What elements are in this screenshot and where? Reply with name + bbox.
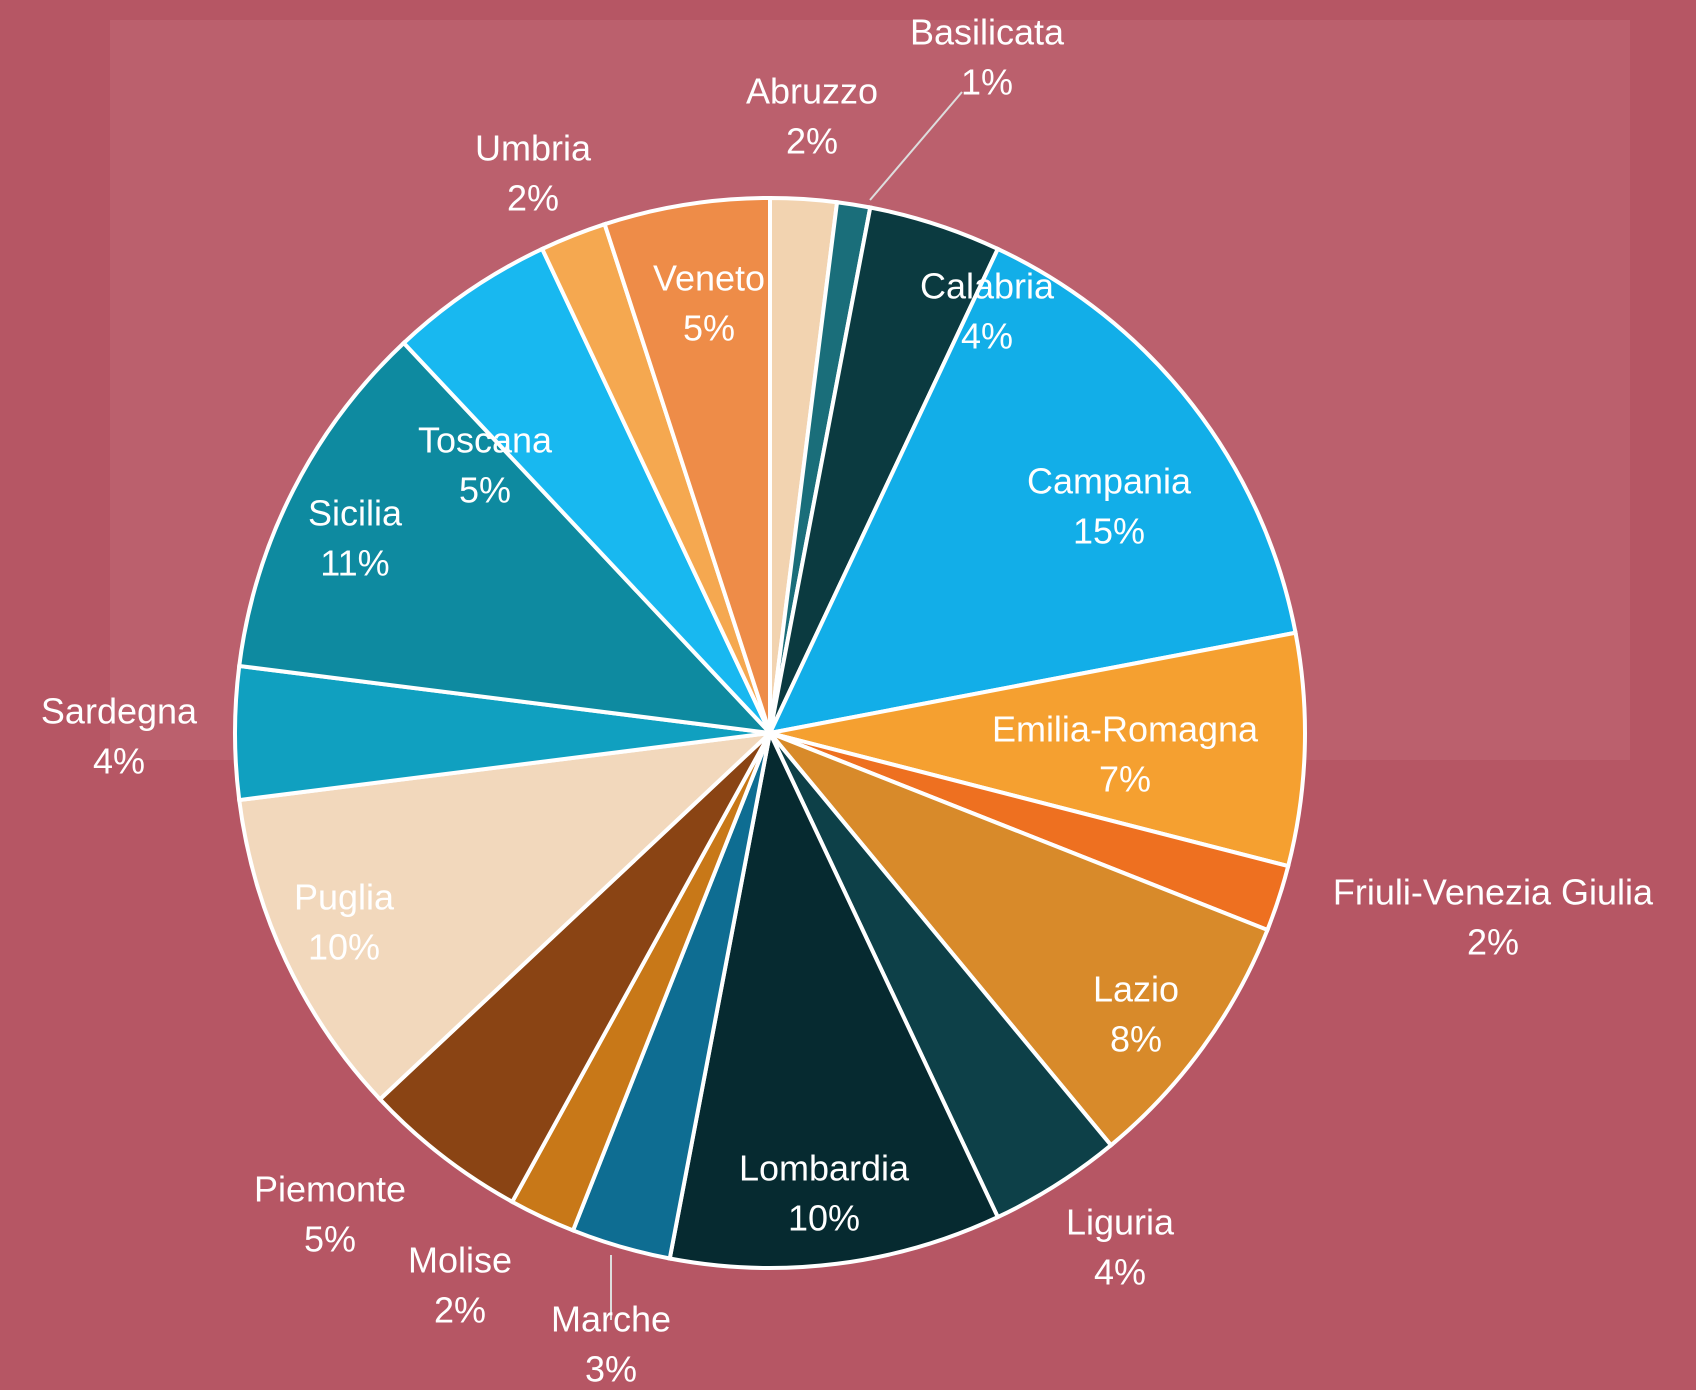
pie-slice [769,630,1307,869]
slice-label: Veneto [653,258,765,299]
pie-slice [602,195,772,734]
slice-value-label: 2% [786,121,838,162]
slice-value-label: 15% [1073,511,1145,552]
slice-label: Abruzzo [746,71,878,112]
slice-label: Umbria [475,128,592,169]
pie-slice [377,731,772,1205]
leader-line [869,91,963,201]
slice-label: Lazio [1093,969,1179,1010]
pie-slice [768,731,1271,1149]
slice-value-label: 10% [788,1198,860,1239]
slice-value-label: 5% [459,470,511,511]
slice-label: Lombardia [739,1148,910,1189]
slice-value-label: 4% [961,316,1013,357]
slice-label: Emilia-Romagna [992,709,1259,750]
slice-label: Friuli-Venezia Giulia [1333,872,1654,913]
slice-label: Calabria [920,266,1055,307]
slice-value-label: 11% [320,543,389,584]
slice-value-label: 7% [1099,759,1151,800]
slice-value-label: 5% [683,308,735,349]
slice-value-label: 10% [308,927,380,968]
pie-slice [236,730,776,1103]
slice-value-label: 4% [1094,1252,1146,1293]
slice-value-label: 4% [93,741,145,782]
pie-slice [766,246,1298,736]
slice-value-label: 2% [1467,922,1519,963]
pie-slice [236,340,776,736]
slice-value-label: 8% [1110,1019,1162,1060]
slice-value-label: 3% [585,1349,637,1390]
slice-label: Sardegna [41,691,198,732]
slice-value-label: 1% [961,62,1013,103]
slice-value-label: 2% [507,178,559,219]
slice-label: Molise [408,1240,512,1281]
slice-label: Liguria [1066,1202,1175,1243]
slice-label: Puglia [294,877,395,918]
pie-slice [400,246,772,735]
slice-label: Toscana [418,420,553,461]
slice-label: Piemonte [254,1169,406,1210]
slice-value-label: 2% [434,1290,486,1331]
slice-label: Marche [551,1299,671,1340]
slice-label: Sicilia [308,493,403,534]
slice-label: Basilicata [910,12,1065,53]
slice-value-label: 5% [304,1219,356,1260]
slice-label: Campania [1027,461,1192,502]
pie-slice [667,726,1001,1270]
